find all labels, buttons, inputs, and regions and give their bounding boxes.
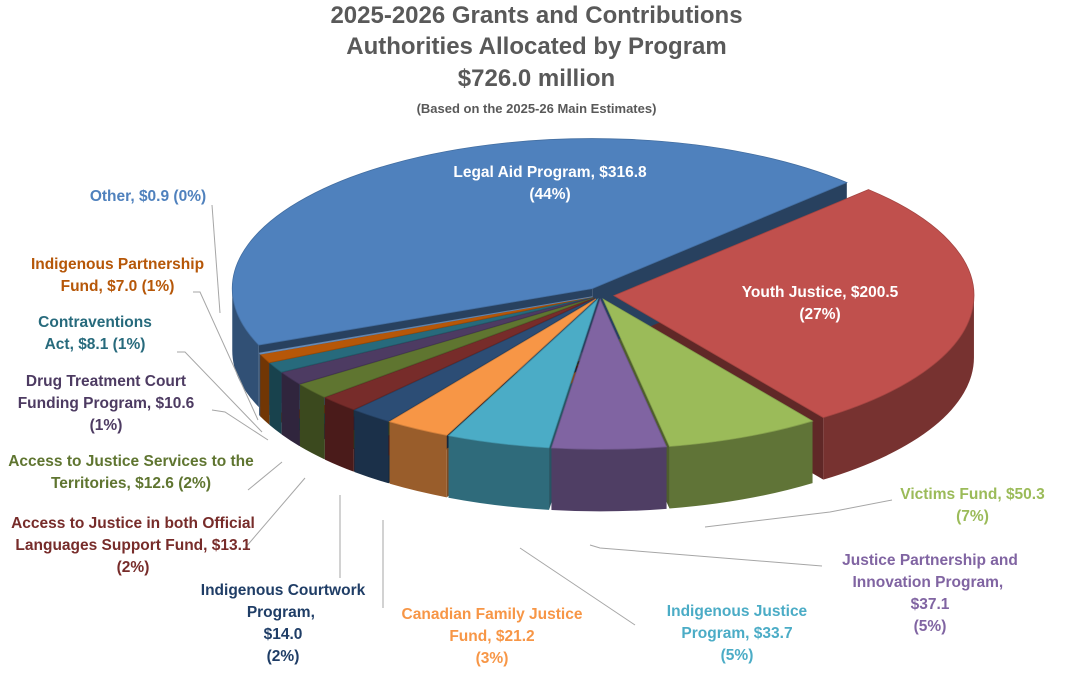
slice-legal-aid-program [231,138,848,346]
slice-side-access-to-justice-in-both-official-languages-support-fund [324,397,354,472]
slice-indigenous-courtwork-program [353,298,596,422]
slice-victims-fund [602,298,814,447]
leader-ijp [519,547,636,626]
slice-side-indigenous-justice-program [448,435,550,510]
slice-side-other [259,353,261,417]
label-legal-aid: Legal Aid Program$316.844% [420,162,680,206]
leader-ajbol [244,477,306,549]
slice-side-contraventions-act [269,362,282,435]
leader-other [211,204,221,314]
slice-side-justice-partnership-and-innovation-program [551,446,667,512]
label-ajbol: Access to Justice in both Official Langu… [8,513,258,579]
label-dtcf: Drug Treatment Court Funding Program$10.… [0,371,212,437]
leader-ipf [193,291,259,421]
leader-jpip [589,544,823,567]
label-icp: Indigenous Courtwork Program$14.02% [183,580,383,668]
label-other: Other$0.90% [48,186,248,208]
chart-subtitle: (Based on the 2025-26 Main Estimates) [416,101,657,116]
slice-access-to-justice-in-both-official-languages-support-fund [323,297,595,411]
leader-dtcf [211,409,269,441]
slice-side-access-to-justice-services-to-the-territories [299,384,325,460]
slice-side-indigenous-courtwork-program [354,410,389,484]
slice-indigenous-justice-program [447,297,599,449]
label-ajst: Access to Justice Services to the Territ… [0,451,262,495]
label-youth-justice: Youth Justice$200.527% [720,282,920,326]
slice-side-canadian-family-justice-fund [389,421,447,498]
slice-side-drug-treatment-court-funding-program [281,372,300,447]
leader-victims [704,499,893,528]
label-jpip: Justice Partnership and Innovation Progr… [820,550,1040,638]
leader-ca [177,351,263,433]
slice-youth-justice [613,189,975,419]
label-victims-fund: Victims Fund$50.37% [880,484,1065,528]
chart-title-line-1: 2025-2026 Grants and Contributions [330,2,743,29]
chart-title-line-2: Authorities Allocated by Program [346,33,727,60]
label-contraventions: Contraventions Act$8.11% [5,312,185,356]
slice-justice-partnership-and-innovation-program [550,298,668,450]
label-ipf: Indigenous Partnership Fund$7.01% [10,254,225,298]
slice-canadian-family-justice-fund [388,298,597,436]
slice-other [258,296,593,355]
slice-side-indigenous-partnership-fund [260,354,270,425]
leader-ajst [247,461,283,491]
label-ijp: Indigenous Justice Program$33.75% [647,601,827,667]
label-cfjf: Canadian Family Justice Fund$21.23% [377,604,607,670]
slice-access-to-justice-services-to-the-territories [298,297,594,398]
chart-title-total: $726.0 million [457,65,616,92]
